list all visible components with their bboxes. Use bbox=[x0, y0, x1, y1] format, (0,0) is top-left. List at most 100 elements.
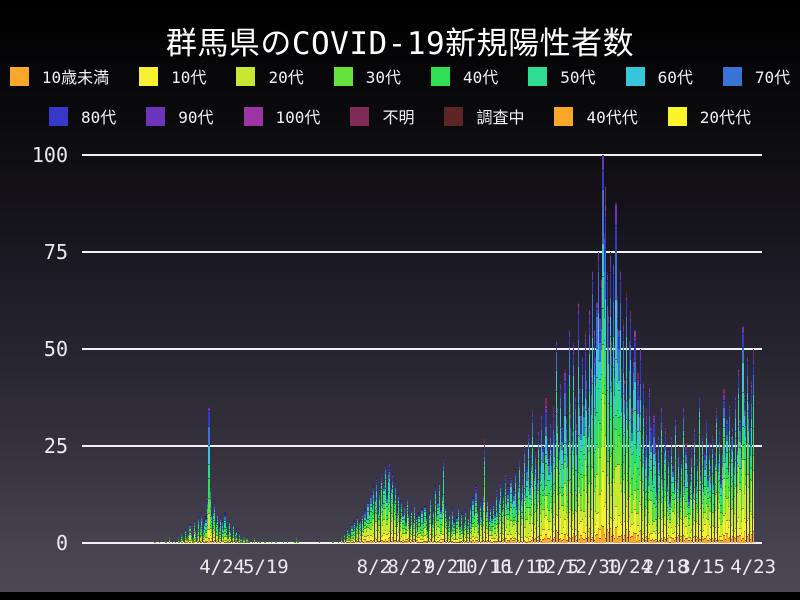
stacked-bar bbox=[689, 473, 692, 543]
stacked-bar bbox=[370, 492, 372, 543]
bar-segment bbox=[608, 363, 610, 404]
bar-segment bbox=[631, 439, 633, 454]
stacked-bar bbox=[297, 540, 299, 543]
bar-segment bbox=[239, 536, 241, 539]
bar-segment bbox=[352, 528, 354, 529]
bar-segment bbox=[529, 498, 531, 508]
bar-segment bbox=[625, 296, 627, 302]
bar-segment bbox=[363, 542, 365, 543]
bar-segment bbox=[751, 444, 753, 468]
bar-segment bbox=[182, 538, 184, 540]
bar-segment bbox=[545, 404, 547, 409]
bar-segment bbox=[212, 537, 214, 542]
bar-segment bbox=[472, 526, 474, 536]
bar-segment bbox=[557, 457, 559, 469]
bar-segment bbox=[224, 512, 226, 513]
bar-segment bbox=[374, 496, 376, 499]
bar-segment bbox=[723, 427, 725, 437]
bar-segment bbox=[358, 523, 360, 524]
bar-segment bbox=[354, 535, 356, 539]
bar-segment bbox=[568, 512, 570, 538]
legend-swatch-icon bbox=[625, 66, 645, 86]
bar-segment bbox=[580, 451, 582, 475]
bar-segment bbox=[667, 473, 670, 490]
bar-segment bbox=[708, 453, 710, 459]
bar-segment bbox=[688, 536, 690, 540]
stacked-bar bbox=[452, 508, 454, 543]
bar-segment bbox=[373, 486, 375, 491]
bar-segment bbox=[669, 497, 671, 499]
bar-segment bbox=[411, 511, 413, 516]
bar-segment bbox=[466, 525, 468, 527]
bar-segment bbox=[466, 526, 468, 529]
bar-segment bbox=[592, 279, 594, 293]
bar-segment bbox=[697, 465, 699, 470]
bar-segment bbox=[527, 434, 530, 438]
bar-segment bbox=[568, 441, 570, 480]
bar-segment bbox=[613, 481, 616, 519]
bar-segment bbox=[297, 541, 299, 543]
bar-segment bbox=[589, 528, 591, 543]
bar-segment bbox=[681, 480, 683, 499]
bar-segment bbox=[548, 521, 550, 529]
bar-segment bbox=[195, 535, 197, 538]
bar-segment bbox=[657, 473, 659, 489]
bar-segment bbox=[533, 524, 535, 533]
bar-segment bbox=[428, 522, 430, 527]
stacked-bar bbox=[667, 449, 670, 543]
bar-segment bbox=[435, 512, 438, 514]
bar-segment bbox=[685, 450, 687, 454]
bar-segment bbox=[576, 535, 578, 540]
bar-segment bbox=[723, 535, 725, 543]
bar-segment bbox=[557, 531, 559, 543]
bar-segment bbox=[752, 428, 754, 455]
stacked-bar bbox=[338, 542, 340, 543]
bar-segment bbox=[190, 537, 193, 539]
y-axis: 0 25 50 75 100 bbox=[0, 145, 68, 553]
bar-segment bbox=[679, 501, 681, 506]
bar-segment bbox=[526, 518, 528, 537]
bar-segment bbox=[710, 465, 712, 469]
bar-segment bbox=[351, 542, 353, 543]
bar-segment bbox=[220, 540, 222, 543]
bar-segment bbox=[542, 448, 544, 452]
stacked-bar bbox=[473, 512, 476, 543]
bar-segment bbox=[667, 449, 670, 453]
bar-segment bbox=[555, 370, 557, 391]
bar-segment bbox=[476, 519, 479, 523]
bar-segment bbox=[395, 482, 397, 485]
bar-segment bbox=[440, 509, 442, 511]
bar-segment bbox=[691, 446, 693, 450]
bar-segment bbox=[573, 473, 575, 514]
stacked-bar bbox=[421, 508, 423, 543]
bar-segment bbox=[431, 523, 433, 525]
bar-segment bbox=[673, 493, 675, 499]
bar-segment bbox=[612, 476, 614, 521]
bar-segment bbox=[721, 444, 724, 446]
bar-segment bbox=[732, 462, 734, 482]
bar-segment bbox=[681, 475, 683, 481]
bar-segment bbox=[377, 519, 379, 526]
bar-segment bbox=[612, 520, 614, 536]
bar-segment bbox=[472, 503, 474, 510]
bar-segment bbox=[714, 493, 716, 510]
bar-segment bbox=[603, 445, 605, 507]
bar-segment bbox=[745, 414, 747, 420]
bar-segment bbox=[363, 526, 365, 529]
stacked-bar bbox=[520, 493, 522, 543]
bar-segment bbox=[487, 501, 489, 506]
bar-segment bbox=[596, 411, 598, 444]
bar-segment bbox=[624, 398, 626, 414]
bar-segment bbox=[517, 539, 519, 543]
bar-segment bbox=[749, 444, 751, 456]
bar-segment bbox=[724, 495, 727, 514]
bar-segment bbox=[719, 434, 721, 442]
bar-segment bbox=[641, 537, 643, 543]
bar-segment bbox=[431, 536, 433, 542]
bar-segment bbox=[438, 496, 441, 506]
bar-segment bbox=[701, 536, 703, 543]
bar-segment bbox=[702, 507, 705, 513]
bar-segment bbox=[704, 468, 706, 476]
bar-segment bbox=[517, 513, 519, 522]
bar-segment bbox=[584, 408, 586, 427]
